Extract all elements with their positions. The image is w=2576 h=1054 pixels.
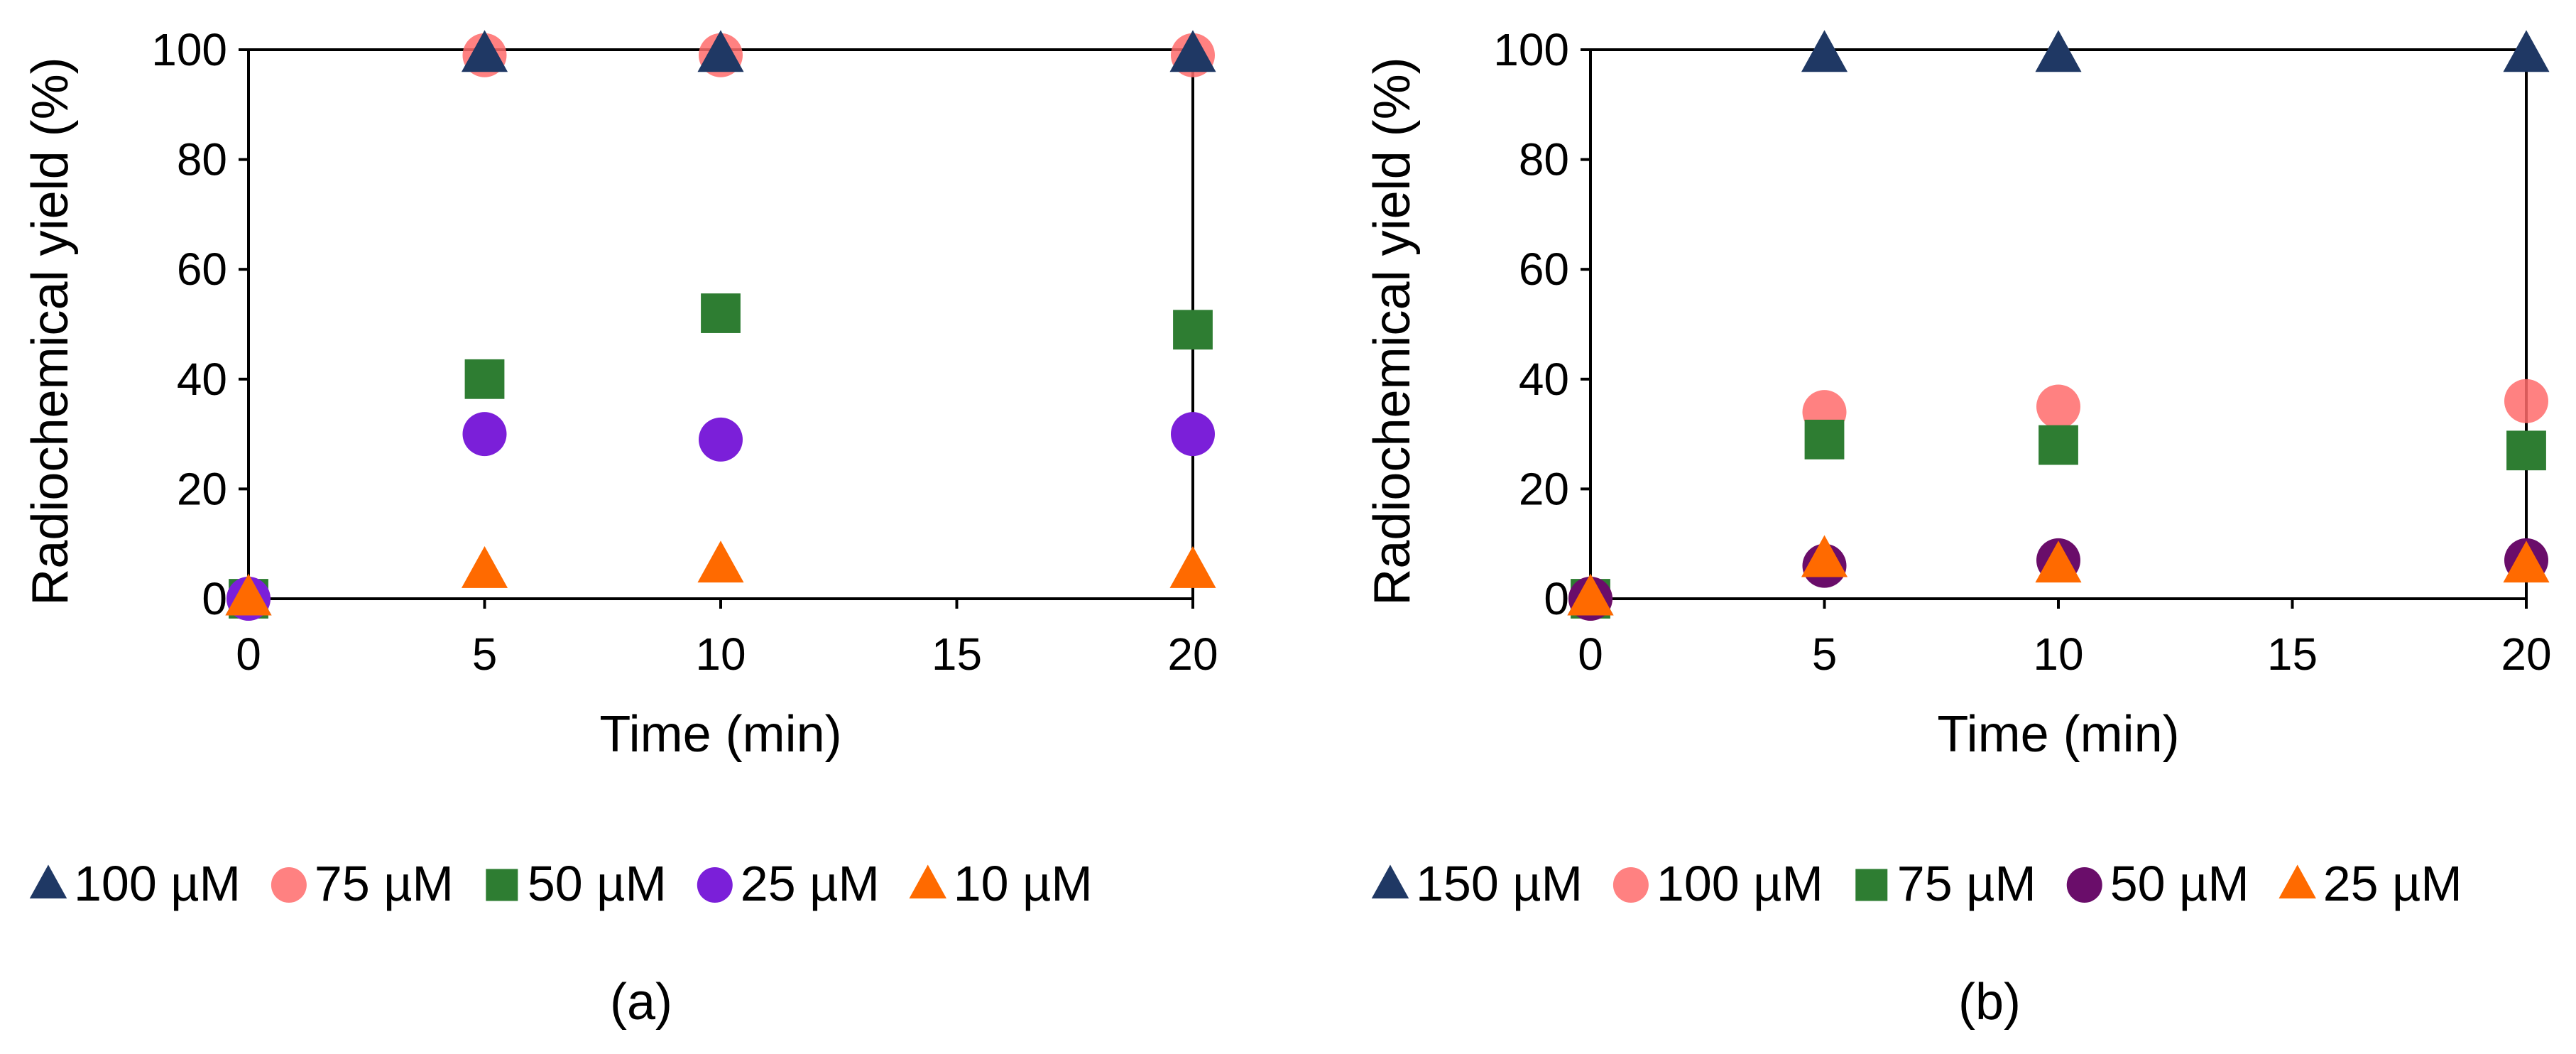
series-100-um bbox=[1568, 379, 2548, 621]
legend-label-10-um: 10 µM bbox=[954, 856, 1093, 911]
data-point-25-um-t10 bbox=[2035, 540, 2082, 583]
x-tick-label: 5 bbox=[1812, 629, 1838, 680]
panel-caption-b: (b) bbox=[1958, 974, 2021, 1031]
x-axis-title-a: Time (min) bbox=[599, 706, 841, 763]
legend-label-100-um: 100 µM bbox=[1657, 856, 1823, 911]
data-point-50-um-t5 bbox=[464, 359, 505, 399]
data-point-10-um-t5 bbox=[461, 546, 508, 588]
plot-frame-b bbox=[1589, 48, 2528, 600]
legend-label-50-um: 50 µM bbox=[2110, 856, 2249, 911]
data-point-10-um-t10 bbox=[697, 540, 744, 583]
x-tick-label: 15 bbox=[2267, 629, 2318, 680]
legend-marker-25-um bbox=[697, 867, 733, 903]
legend-label-50-um: 50 µM bbox=[528, 856, 667, 911]
chart-panel-b: 0 20 40 60 80 100 0 5 10 15 20 Time (min) Radiochemi… bbox=[1364, 24, 2552, 1031]
y-tick-label: 0 bbox=[202, 573, 227, 624]
legend-a: 100 µM 75 µM 50 µM 25 µM 10 µM bbox=[29, 856, 1093, 911]
data-point-25-um-t20 bbox=[1171, 412, 1215, 457]
legend-marker-10-um bbox=[909, 864, 946, 898]
x-tick-label: 0 bbox=[1578, 629, 1603, 680]
data-point-25-um-t5 bbox=[462, 412, 507, 457]
data-point-150-um-t5 bbox=[1801, 30, 1848, 72]
y-tick-label: 60 bbox=[177, 244, 227, 295]
data-point-25-um-t20 bbox=[2503, 540, 2550, 583]
legend-label-100-um: 100 µM bbox=[74, 856, 241, 911]
legend-marker-150-um bbox=[1371, 864, 1409, 898]
legend-marker-25-um bbox=[2278, 864, 2316, 898]
data-point-75-um-t10 bbox=[2039, 425, 2078, 465]
series-25-um bbox=[1567, 535, 2550, 616]
data-point-10-um-t0 bbox=[225, 573, 272, 616]
series-25-um bbox=[227, 412, 1215, 621]
legend-label-75-um: 75 µM bbox=[1897, 856, 2036, 911]
legend-label-150-um: 150 µM bbox=[1416, 856, 1583, 911]
x-tick-label: 15 bbox=[932, 629, 982, 680]
legend-marker-50-um bbox=[2066, 867, 2102, 903]
x-tick-label: 20 bbox=[1167, 629, 1218, 680]
chart-panel-a: 0 20 40 60 80 100 0 5 10 15 20 Time (min) Radiochemi… bbox=[22, 24, 1218, 1031]
y-tick-label: 20 bbox=[177, 463, 227, 514]
data-point-75-um-t5 bbox=[1804, 419, 1845, 460]
data-point-50-um-t20 bbox=[1173, 310, 1213, 350]
series-150-um bbox=[1567, 30, 2550, 616]
y-tick-label: 80 bbox=[1519, 134, 1569, 185]
x-axis-title-b: Time (min) bbox=[1937, 706, 2179, 763]
y-axis-title-a: Radiochemical yield (%) bbox=[22, 57, 79, 605]
x-tick-label: 10 bbox=[695, 629, 746, 680]
y-tick-label: 40 bbox=[1519, 354, 1569, 405]
x-tick-label: 5 bbox=[472, 629, 498, 680]
x-tick-label: 0 bbox=[236, 629, 261, 680]
legend-b: 150 µM 100 µM 75 µM 50 µM 25 µM bbox=[1371, 856, 2462, 911]
series-75-um bbox=[1571, 419, 2546, 619]
data-point-100-um-t20 bbox=[1169, 30, 1216, 72]
x-tick-label: 20 bbox=[2501, 629, 2551, 680]
data-point-25-um-t0 bbox=[1567, 573, 1614, 616]
data-point-50-um-t10 bbox=[701, 293, 741, 333]
y-tick-label: 100 bbox=[151, 24, 227, 75]
data-point-100-um-t10 bbox=[2036, 384, 2080, 429]
data-point-100-um-t5 bbox=[461, 30, 508, 72]
data-point-25-um-t10 bbox=[699, 417, 743, 462]
legend-marker-75-um bbox=[271, 867, 307, 903]
legend-marker-100-um bbox=[1612, 867, 1649, 903]
data-point-100-um-t10 bbox=[697, 30, 744, 72]
legend-label-25-um: 25 µM bbox=[2323, 856, 2462, 911]
y-tick-label: 60 bbox=[1519, 244, 1569, 295]
series-10-um bbox=[225, 540, 1216, 616]
y-axis-title-b: Radiochemical yield (%) bbox=[1364, 57, 1421, 605]
x-tick-label: 10 bbox=[2033, 629, 2083, 680]
data-point-150-um-t10 bbox=[2035, 30, 2082, 72]
y-tick-label: 0 bbox=[1544, 573, 1569, 624]
y-tick-label: 40 bbox=[177, 354, 227, 405]
panel-caption-a: (a) bbox=[610, 974, 672, 1031]
y-tick-label: 100 bbox=[1493, 24, 1569, 75]
legend-label-75-um: 75 µM bbox=[315, 856, 454, 911]
legend-marker-100-um bbox=[29, 864, 67, 898]
y-tick-label: 80 bbox=[177, 134, 227, 185]
legend-marker-50-um bbox=[486, 869, 518, 901]
data-point-150-um-t20 bbox=[2503, 30, 2550, 72]
data-point-75-um-t20 bbox=[2506, 430, 2546, 471]
data-point-25-um-t5 bbox=[1801, 535, 1848, 577]
legend-marker-75-um bbox=[1855, 869, 1888, 901]
y-tick-label: 20 bbox=[1519, 463, 1569, 514]
legend-label-25-um: 25 µM bbox=[741, 856, 880, 911]
data-point-10-um-t20 bbox=[1169, 546, 1216, 588]
data-point-100-um-t20 bbox=[2504, 379, 2548, 423]
